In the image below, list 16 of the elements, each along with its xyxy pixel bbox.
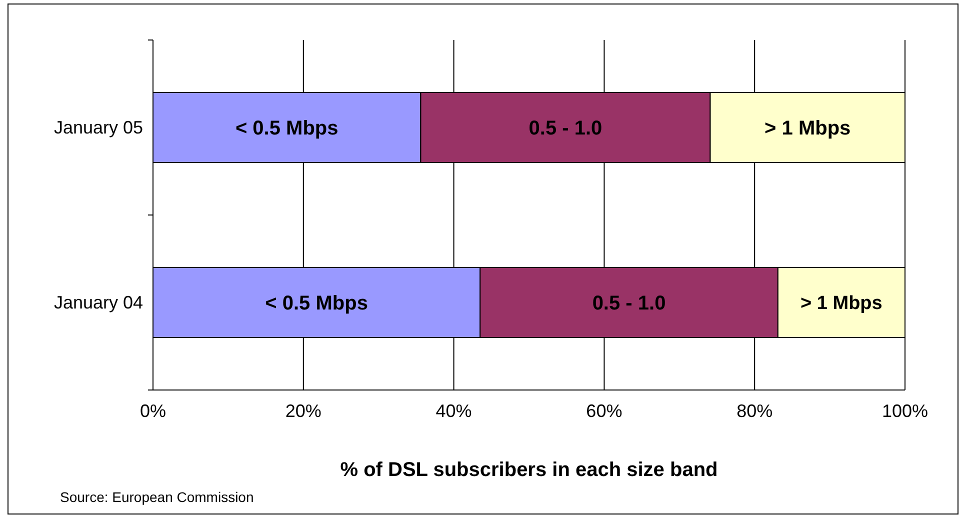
- x-tick-label: 40%: [436, 400, 472, 421]
- x-tick-label: 20%: [285, 400, 322, 421]
- text: 0.5 - 1.0: [592, 292, 666, 314]
- series-label: > 1 Mbps: [800, 293, 882, 314]
- x-axis-title: % of DSL subscribers in each size band: [340, 459, 718, 481]
- x-tick-label: 80%: [736, 400, 773, 421]
- series-label: < 0.5 Mbps: [235, 118, 338, 140]
- series-label: 0.5 - 1.0: [528, 118, 602, 140]
- x-tick-label: 60%: [586, 400, 622, 421]
- x-tick-label: 0%: [140, 400, 166, 421]
- text: > 1 Mbps: [764, 118, 851, 140]
- y-tick-label: January 04: [54, 292, 143, 312]
- x-tick-label: 100%: [882, 400, 928, 421]
- source-note: Source: European Commission: [60, 489, 254, 505]
- text: < 0.5 Mbps: [265, 292, 368, 314]
- y-tick-label: January 05: [54, 117, 143, 138]
